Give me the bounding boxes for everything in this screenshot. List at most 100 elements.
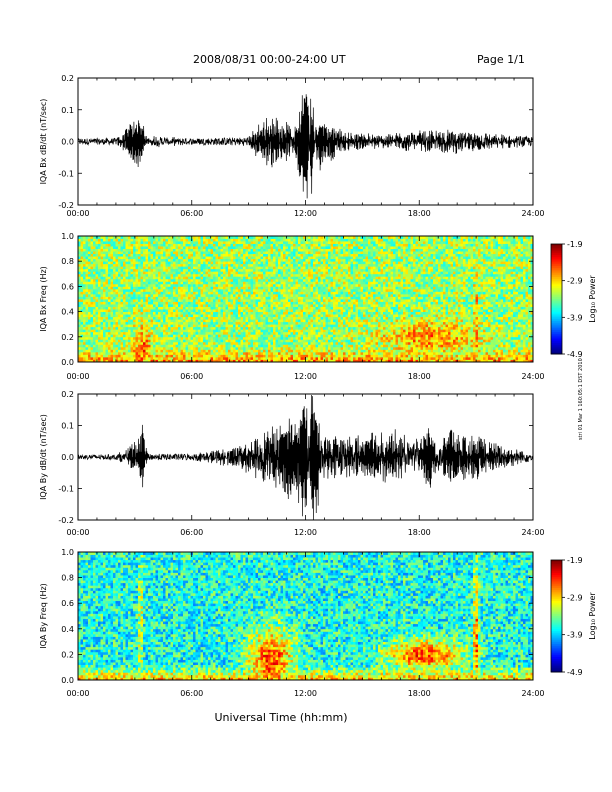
spectrogram-cell <box>240 246 244 249</box>
spectrogram-cell <box>183 241 186 244</box>
spectrogram-cell <box>163 276 166 280</box>
spectrogram-cell <box>280 326 284 330</box>
spectrogram-cell <box>293 356 296 360</box>
spectrogram-cell <box>310 304 314 307</box>
spectrogram-cell <box>193 286 196 290</box>
spectrogram-cell <box>210 261 214 265</box>
spectrogram-cell <box>153 354 156 358</box>
spectrogram-cell <box>218 324 221 328</box>
spectrogram-cell <box>253 251 256 255</box>
spectrogram-cell <box>295 251 299 255</box>
spectrogram-cell <box>218 246 221 249</box>
spectrogram-cell <box>198 354 201 358</box>
spectrogram-cell <box>285 293 289 297</box>
spectrogram-cell <box>90 306 94 310</box>
spectrogram-cell <box>210 304 214 307</box>
spectrogram-cell <box>265 349 269 353</box>
spectrogram-cell <box>95 319 99 323</box>
spectrogram-cell <box>130 258 134 262</box>
spectrogram-cell <box>80 248 84 252</box>
spectrogram-cell <box>140 256 144 260</box>
spectrogram-cell <box>158 344 161 348</box>
spectrogram-cell <box>278 271 281 275</box>
spectrogram-cell <box>170 304 174 307</box>
spectrogram-cell <box>223 326 226 330</box>
spectrogram-cell <box>120 271 124 275</box>
spectrogram-cell <box>95 341 99 345</box>
spectrogram-cell <box>185 329 189 333</box>
spectrogram-cell <box>123 326 126 330</box>
spectrogram-cell <box>235 273 239 277</box>
spectrogram-cell <box>305 314 309 318</box>
spectrogram-cell <box>263 311 266 315</box>
spectrogram-cell <box>268 276 271 280</box>
spectrogram-cell <box>233 316 236 320</box>
spectrogram-cell <box>313 258 316 262</box>
spectrogram-cell <box>100 344 104 348</box>
spectrogram-cell <box>283 321 286 325</box>
spectrogram-cell <box>290 243 294 247</box>
spectrogram-cell <box>85 351 89 355</box>
spectrogram-cell <box>315 321 319 325</box>
spectrogram-cell <box>123 316 126 320</box>
spectrogram-cell <box>258 256 261 260</box>
spectrogram-cell <box>210 301 214 305</box>
spectrogram-cell <box>258 291 261 295</box>
spectrogram-cell <box>193 301 196 305</box>
spectrogram-cell <box>118 248 121 252</box>
spectrogram-cell <box>245 263 249 267</box>
spectrogram-cell <box>93 291 96 295</box>
spectrogram-cell <box>83 281 86 285</box>
spectrogram-cell <box>265 286 269 290</box>
spectrogram-cell <box>140 291 144 295</box>
spectrogram-cell <box>113 248 116 252</box>
spectrogram-cell <box>118 251 121 255</box>
spectrogram-cell <box>260 268 264 272</box>
spectrogram-cell <box>88 306 91 310</box>
spectrogram-cell <box>225 238 229 242</box>
spectrogram-cell <box>290 301 294 305</box>
spectrogram-cell <box>258 351 261 355</box>
spectrogram-cell <box>108 251 111 255</box>
spectrogram-cell <box>268 251 271 255</box>
spectrogram-cell <box>163 314 166 318</box>
spectrogram-cell <box>193 341 196 345</box>
spectrogram-cell <box>240 329 244 333</box>
spectrogram-cell <box>228 306 231 310</box>
spectrogram-cell <box>318 334 321 338</box>
spectrogram-cell <box>123 266 126 270</box>
spectrogram-cell <box>303 293 306 297</box>
spectrogram-cell <box>168 354 171 358</box>
spectrogram-cell <box>275 344 279 348</box>
spectrogram-cell <box>118 236 121 239</box>
spectrogram-cell <box>310 273 314 277</box>
spectrogram-cell <box>185 273 189 277</box>
spectrogram-cell <box>245 311 249 315</box>
spectrogram-cell <box>318 359 321 363</box>
spectrogram-cell <box>150 326 154 330</box>
spectrogram-cell <box>175 243 179 247</box>
spectrogram-cell <box>170 336 174 340</box>
spectrogram-cell <box>248 261 251 265</box>
spectrogram-cell <box>250 271 254 275</box>
spectrogram-cell <box>115 271 119 275</box>
spectrogram-cell <box>228 329 231 333</box>
spectrogram-cell <box>120 356 124 360</box>
spectrogram-cell <box>178 324 181 328</box>
spectrogram-cell <box>110 258 114 262</box>
spectrogram-cell <box>183 301 186 305</box>
spectrogram-cell <box>203 281 206 285</box>
spectrogram-cell <box>163 326 166 330</box>
spectrogram-cell <box>93 341 96 345</box>
spectrogram-cell <box>113 276 116 280</box>
spectrogram-cell <box>263 336 266 340</box>
spectrogram-cell <box>285 359 289 363</box>
spectrogram-cell <box>243 311 246 315</box>
spectrogram-cell <box>140 296 144 300</box>
spectrogram-cell <box>215 344 219 348</box>
spectrogram-cell <box>208 236 211 239</box>
spectrogram-cell <box>128 304 131 307</box>
spectrogram-cell <box>100 296 104 300</box>
spectrogram-cell <box>133 351 136 355</box>
spectrogram-cell <box>318 283 321 287</box>
